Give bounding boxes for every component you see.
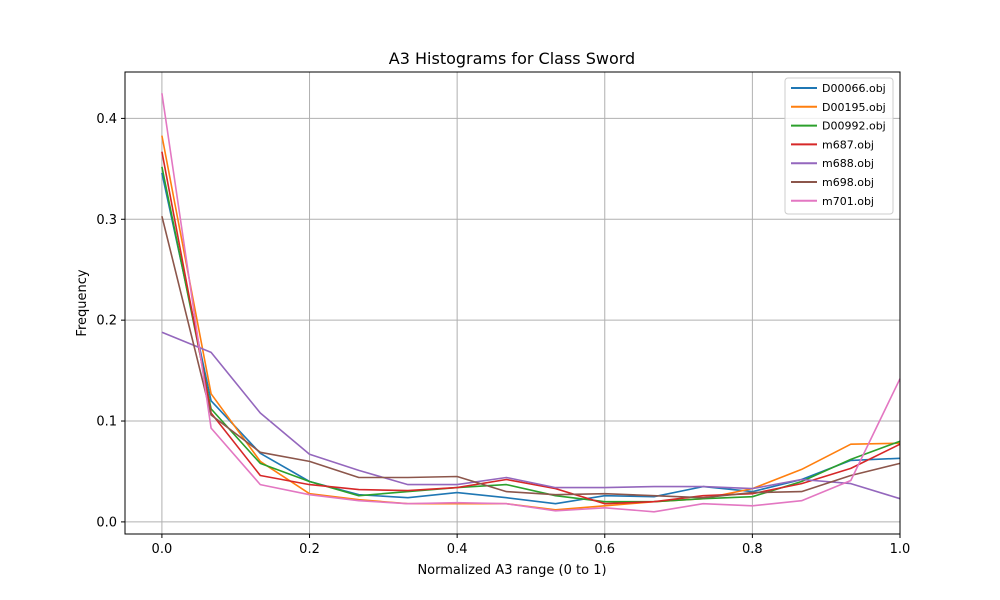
y-tick-label: 0.2 xyxy=(96,314,117,329)
x-tick-label: 0.0 xyxy=(152,542,173,557)
legend-label: m688.obj xyxy=(822,157,874,170)
series-line xyxy=(161,216,901,499)
series-line xyxy=(161,331,901,500)
plot-frame xyxy=(124,71,901,535)
series-lines xyxy=(161,93,901,513)
legend-label: D00992.obj xyxy=(822,120,886,133)
x-tick-label: 1.0 xyxy=(890,542,911,557)
y-tick-label: 0.3 xyxy=(96,213,117,228)
legend: D00066.obj D00195.obj D00992.obj m687.obj m6… xyxy=(784,77,894,215)
legend-box xyxy=(784,77,894,215)
x-tick-label: 0.8 xyxy=(742,542,763,557)
y-axis-ticks: 0.0 0.1 0.2 0.3 0.4 xyxy=(96,112,125,530)
grid-lines xyxy=(125,72,901,534)
y-tick-label: 0.0 xyxy=(96,515,117,530)
x-axis-label: Normalized A3 range (0 to 1) xyxy=(417,563,606,578)
y-tick-label: 0.1 xyxy=(96,415,117,430)
series-line xyxy=(161,93,901,513)
plot-area xyxy=(125,72,900,534)
legend-label: m701.obj xyxy=(822,195,874,208)
legend-label: m698.obj xyxy=(822,176,874,189)
series-line xyxy=(161,172,901,505)
x-axis-ticks: 0.0 0.2 0.4 0.6 0.8 1.0 xyxy=(152,534,911,557)
legend-label: D00066.obj xyxy=(822,82,886,95)
y-axis-label: Frequency xyxy=(75,269,90,336)
x-tick-label: 0.4 xyxy=(447,542,468,557)
x-tick-label: 0.6 xyxy=(594,542,615,557)
legend-label: m687.obj xyxy=(822,138,874,151)
series-line xyxy=(161,151,901,505)
chart-title: A3 Histograms for Class Sword xyxy=(389,49,635,68)
x-tick-label: 0.2 xyxy=(299,542,320,557)
legend-label: D00195.obj xyxy=(822,101,886,114)
y-tick-label: 0.4 xyxy=(96,112,117,127)
